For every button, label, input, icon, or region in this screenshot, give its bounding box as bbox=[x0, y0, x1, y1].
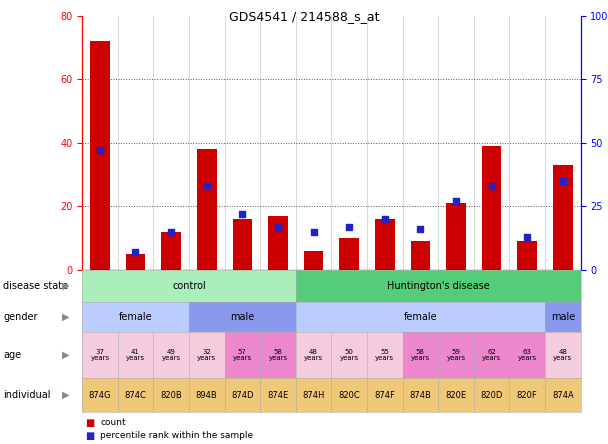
Text: 820D: 820D bbox=[480, 391, 503, 400]
Bar bbox=[304, 251, 323, 270]
Text: ▶: ▶ bbox=[62, 350, 69, 360]
Text: 874C: 874C bbox=[125, 391, 147, 400]
Text: Huntington's disease: Huntington's disease bbox=[387, 281, 489, 291]
Text: 37
years: 37 years bbox=[91, 349, 109, 361]
Text: age: age bbox=[3, 350, 21, 360]
Point bbox=[95, 147, 105, 154]
Text: 55
years: 55 years bbox=[375, 349, 395, 361]
Text: ■: ■ bbox=[85, 431, 94, 441]
Point bbox=[238, 210, 247, 218]
Text: 62
years: 62 years bbox=[482, 349, 501, 361]
Point bbox=[131, 249, 140, 256]
Point bbox=[309, 228, 319, 235]
Point bbox=[166, 228, 176, 235]
Bar bbox=[446, 203, 466, 270]
Text: 874H: 874H bbox=[302, 391, 325, 400]
Text: 820C: 820C bbox=[338, 391, 360, 400]
Bar bbox=[197, 149, 216, 270]
Text: ▶: ▶ bbox=[62, 312, 69, 322]
Text: female: female bbox=[404, 312, 437, 322]
Text: disease state: disease state bbox=[3, 281, 68, 291]
Text: 820B: 820B bbox=[161, 391, 182, 400]
Text: ■: ■ bbox=[85, 417, 94, 428]
Text: 32
years: 32 years bbox=[197, 349, 216, 361]
Text: 58
years: 58 years bbox=[411, 349, 430, 361]
Point bbox=[522, 234, 532, 241]
Bar bbox=[553, 165, 573, 270]
Text: 50
years: 50 years bbox=[340, 349, 359, 361]
Bar bbox=[126, 254, 145, 270]
Text: 48
years: 48 years bbox=[553, 349, 572, 361]
Bar bbox=[232, 219, 252, 270]
Text: 820F: 820F bbox=[517, 391, 537, 400]
Point bbox=[558, 178, 568, 185]
Text: 874F: 874F bbox=[375, 391, 395, 400]
Text: male: male bbox=[230, 312, 255, 322]
Point bbox=[451, 198, 461, 205]
Text: gender: gender bbox=[3, 312, 38, 322]
Text: ▶: ▶ bbox=[62, 390, 69, 400]
Text: 41
years: 41 years bbox=[126, 349, 145, 361]
Text: individual: individual bbox=[3, 390, 50, 400]
Text: 874G: 874G bbox=[89, 391, 111, 400]
Bar bbox=[339, 238, 359, 270]
Text: count: count bbox=[100, 418, 126, 427]
Point bbox=[487, 182, 497, 190]
Text: female: female bbox=[119, 312, 153, 322]
Text: 874B: 874B bbox=[409, 391, 431, 400]
Point bbox=[202, 182, 212, 190]
Text: 48
years: 48 years bbox=[304, 349, 323, 361]
Bar bbox=[517, 242, 537, 270]
Text: ▶: ▶ bbox=[62, 281, 69, 291]
Text: 874E: 874E bbox=[268, 391, 289, 400]
Text: 894B: 894B bbox=[196, 391, 218, 400]
Text: control: control bbox=[172, 281, 206, 291]
Bar bbox=[375, 219, 395, 270]
Point bbox=[380, 215, 390, 222]
Text: 820E: 820E bbox=[446, 391, 466, 400]
Text: 874D: 874D bbox=[231, 391, 254, 400]
Text: 63
years: 63 years bbox=[517, 349, 537, 361]
Bar bbox=[161, 232, 181, 270]
Point bbox=[415, 226, 425, 233]
Text: 49
years: 49 years bbox=[162, 349, 181, 361]
Text: 59
years: 59 years bbox=[446, 349, 466, 361]
Point bbox=[344, 223, 354, 230]
Point bbox=[273, 223, 283, 230]
Bar bbox=[90, 41, 109, 270]
Bar bbox=[268, 216, 288, 270]
Bar bbox=[482, 146, 502, 270]
Bar bbox=[410, 242, 430, 270]
Text: 58
years: 58 years bbox=[268, 349, 288, 361]
Text: 57
years: 57 years bbox=[233, 349, 252, 361]
Text: GDS4541 / 214588_s_at: GDS4541 / 214588_s_at bbox=[229, 10, 379, 23]
Text: male: male bbox=[551, 312, 575, 322]
Text: 874A: 874A bbox=[552, 391, 574, 400]
Text: percentile rank within the sample: percentile rank within the sample bbox=[100, 432, 254, 440]
